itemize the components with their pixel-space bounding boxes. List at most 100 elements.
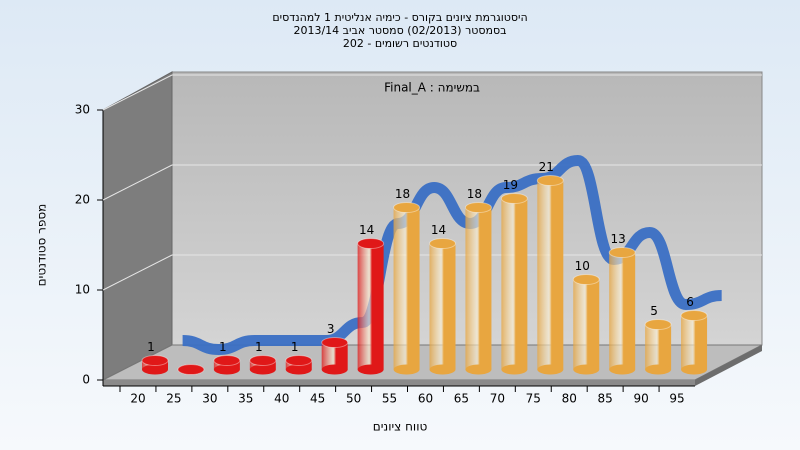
bar-bottom	[537, 364, 564, 375]
value-label: 18	[395, 187, 410, 201]
bar-top	[177, 364, 205, 375]
bar-top	[285, 355, 313, 366]
left-wall	[102, 71, 173, 381]
bar-body	[537, 180, 564, 370]
x-tick-label: 50	[346, 392, 361, 406]
x-tick-label: 55	[382, 392, 397, 406]
bar	[608, 247, 636, 375]
value-label: 1	[219, 340, 227, 354]
value-label: 18	[467, 187, 482, 201]
annotation: Final_A : במשימה	[384, 81, 480, 95]
y-tick-label: 30	[75, 103, 90, 117]
title-line: סטודנטים רשומים - 202	[343, 37, 457, 50]
bar-body	[429, 243, 456, 370]
x-tick-label: 65	[454, 392, 469, 406]
bar-top	[429, 238, 456, 249]
x-tick-label: 75	[526, 392, 541, 406]
value-label: 6	[686, 295, 694, 309]
bar-body	[609, 252, 636, 370]
bar-top	[500, 193, 528, 204]
bar-top	[572, 274, 600, 285]
bar-top	[536, 175, 564, 186]
bar-bottom	[213, 364, 240, 375]
bar	[285, 355, 313, 375]
bar-bottom	[142, 364, 168, 375]
value-label: 1	[291, 340, 299, 354]
value-label: 3	[327, 322, 335, 336]
bar	[141, 355, 169, 375]
bar	[572, 274, 600, 375]
bar-top	[464, 202, 492, 213]
bar-body	[645, 324, 672, 370]
bar-top	[644, 319, 672, 330]
bar-bottom	[573, 364, 600, 375]
distribution-curve	[182, 155, 722, 355]
value-label: 19	[503, 178, 518, 192]
bar-bottom	[645, 364, 672, 375]
bar-bottom	[681, 364, 708, 375]
bar-top	[680, 310, 708, 321]
x-tick-label: 80	[562, 392, 577, 406]
bar	[536, 175, 564, 375]
bar	[357, 238, 385, 375]
bar-body	[501, 198, 528, 370]
value-label: 5	[650, 304, 658, 318]
bar-bottom	[429, 364, 456, 375]
x-tick-label: 35	[238, 392, 253, 406]
title-line: היסטוגרמת ציונים בקורס - כימיה אנליטית 1…	[272, 11, 527, 24]
bar-bottom	[357, 364, 384, 375]
bar	[644, 319, 672, 375]
y-tick-label: 10	[75, 283, 90, 297]
x-axis-label: טווח ציונים	[373, 420, 428, 434]
bar	[321, 337, 349, 375]
grid-line	[102, 254, 762, 291]
bar	[177, 364, 205, 375]
bar-body	[465, 207, 492, 370]
x-tick-label: 25	[166, 392, 181, 406]
bar	[464, 202, 492, 375]
bar-top	[141, 355, 169, 366]
bar-top	[213, 355, 241, 366]
bar	[429, 238, 456, 375]
value-label: 14	[431, 223, 446, 237]
x-tick-label: 95	[669, 392, 684, 406]
bar-top	[321, 337, 349, 348]
y-axis-label: מספר סטודנטים	[35, 204, 49, 287]
bar-bottom	[609, 364, 636, 375]
bar-top	[393, 202, 421, 213]
bar-bottom	[249, 364, 276, 375]
x-tick-label: 90	[633, 392, 648, 406]
bar	[680, 310, 708, 375]
bar	[213, 355, 241, 375]
value-label: 21	[539, 160, 554, 174]
x-tick-label: 45	[310, 392, 325, 406]
title-line: בסמסטר (02/2013) סמסטר אביב 2013/14	[293, 24, 506, 37]
y-tick-label: 20	[75, 193, 90, 207]
value-label: 1	[147, 340, 155, 354]
value-label: 10	[575, 259, 590, 273]
bar-bottom	[465, 364, 492, 375]
bar-body	[573, 279, 600, 370]
bar-top	[608, 247, 636, 258]
bar-bottom	[393, 364, 420, 375]
bar-body	[357, 243, 384, 370]
bar-top	[357, 238, 385, 249]
bar	[500, 193, 528, 375]
x-tick-label: 40	[274, 392, 289, 406]
bar-bottom	[501, 364, 528, 375]
x-tick-label: 70	[490, 392, 505, 406]
x-tick-label: 30	[202, 392, 217, 406]
bar-top	[249, 355, 277, 366]
value-label: 14	[359, 223, 374, 237]
value-label: 13	[611, 232, 626, 246]
bar	[393, 202, 421, 375]
bar-body	[393, 207, 420, 370]
bar-body	[681, 315, 708, 370]
floor-edge	[103, 380, 695, 386]
floor-edge	[695, 345, 762, 386]
value-label: 1	[255, 340, 263, 354]
x-tick-label: 85	[598, 392, 613, 406]
y-tick-label: 0	[82, 373, 90, 387]
bar-bottom	[285, 364, 312, 375]
